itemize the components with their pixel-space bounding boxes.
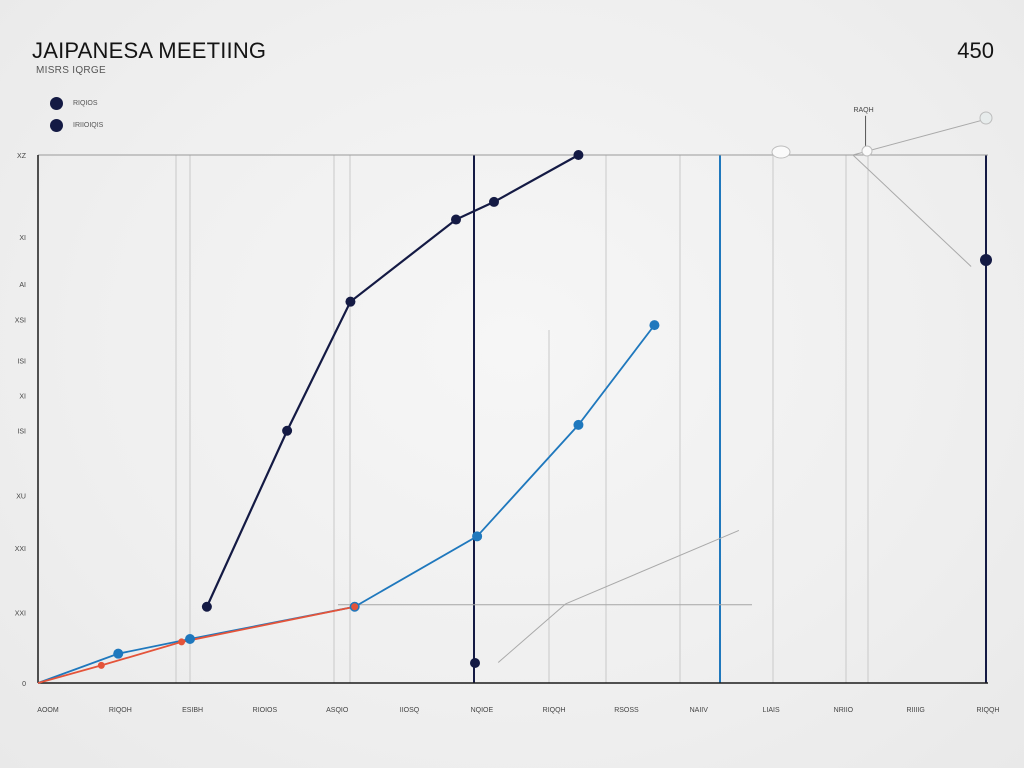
y-tick-label: XI <box>19 235 26 242</box>
x-tick-label: ESIBH <box>182 707 203 714</box>
series-line <box>37 324 656 684</box>
legend-item[interactable]: RIQIOS <box>50 92 103 114</box>
x-tick-label: ASQIO <box>326 707 349 714</box>
y-tick-label: AI <box>19 282 26 289</box>
x-tick-label: NQIOE <box>471 707 494 714</box>
connector-line <box>497 603 567 663</box>
data-point <box>472 531 483 542</box>
x-tick-label: RIQOH <box>109 707 132 714</box>
y-tick-label: XSI <box>15 317 26 324</box>
y-tick-label: 0 <box>22 681 26 688</box>
data-point <box>980 254 992 266</box>
x-tick-label: NAIIV <box>690 707 709 714</box>
annotation-label: RAQH <box>853 107 873 114</box>
legend-marker-icon <box>50 118 63 132</box>
y-tick-label: XI <box>19 394 26 401</box>
x-tick-label: RIOIOS <box>253 707 278 714</box>
data-point <box>113 648 124 659</box>
data-point <box>573 419 584 430</box>
y-tick-label: XXI <box>15 546 26 553</box>
legend: RIQIOS IRIIOIQIS <box>50 92 103 136</box>
x-tick-label: NRIIO <box>834 707 854 714</box>
connector-line <box>565 530 740 605</box>
x-tick-label: RIQQH <box>977 707 1000 714</box>
hollow-marker <box>771 145 791 159</box>
data-point <box>185 634 195 644</box>
legend-item[interactable]: IRIIOIQIS <box>50 114 103 136</box>
connector-line <box>852 154 972 267</box>
legend-label: IRIIOIQIS <box>73 121 104 129</box>
data-point <box>345 296 356 307</box>
x-tick-label: RSOSS <box>614 707 639 714</box>
page-title: JAIPANESA MEETIING <box>32 38 267 63</box>
series-line <box>205 154 579 608</box>
y-tick-label: ISI <box>17 358 26 365</box>
x-tick-label: LIAIS <box>763 707 780 714</box>
corner-value: 450 <box>957 38 994 63</box>
page-subtitle: MISRS IQRGE <box>36 65 106 76</box>
x-tick-label: AOOM <box>37 707 59 714</box>
data-point <box>178 638 186 646</box>
data-point <box>573 150 584 160</box>
x-tick-label: IIOSQ <box>400 707 420 714</box>
y-tick-label: XXI <box>15 611 26 618</box>
hollow-marker <box>861 145 873 157</box>
x-tick-label: RIIIIG <box>907 707 925 714</box>
data-point <box>489 196 499 207</box>
data-point <box>282 425 293 436</box>
hollow-marker <box>979 111 993 125</box>
data-point <box>451 214 461 225</box>
data-point <box>649 320 660 331</box>
connector-line <box>852 119 984 156</box>
legend-marker-icon <box>50 96 63 110</box>
series-line <box>37 605 355 684</box>
y-tick-label: XU <box>16 493 26 500</box>
y-tick-label: ISI <box>17 429 26 436</box>
data-point <box>97 661 105 669</box>
legend-label: RIQIOS <box>73 99 98 107</box>
data-point <box>351 603 359 611</box>
x-tick-label: RIQQH <box>543 707 566 714</box>
data-point <box>470 658 480 668</box>
data-point <box>201 601 212 612</box>
y-tick-label: XZ <box>17 153 27 160</box>
